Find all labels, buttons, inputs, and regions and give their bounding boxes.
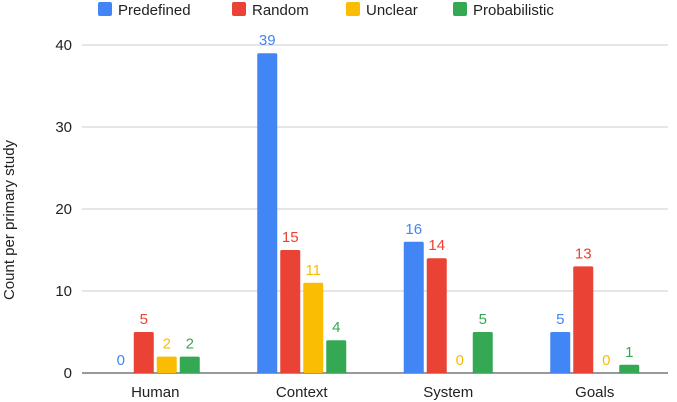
x-category-label: Human [131, 384, 179, 401]
data-label: 0 [602, 352, 610, 369]
bar-predefined-goals [550, 332, 571, 373]
y-tick-label: 0 [64, 365, 72, 382]
data-label: 1 [625, 344, 633, 361]
bar-predefined-context [257, 53, 278, 373]
legend-label-unclear: Unclear [366, 2, 418, 19]
bar-predefined-system [403, 241, 424, 373]
legend-label-random: Random [252, 2, 309, 19]
legend: Predefined Random Unclear Probabilistic [98, 2, 554, 19]
y-tick-label: 30 [55, 119, 72, 136]
y-tick-label: 40 [55, 37, 72, 54]
y-tick-label: 20 [55, 201, 72, 218]
data-label: 5 [140, 311, 148, 328]
x-category-label: Goals [575, 384, 614, 401]
x-category-label: Context [276, 384, 329, 401]
bar-probabilistic-system [472, 332, 493, 373]
data-label: 15 [282, 229, 299, 246]
legend-label-predefined: Predefined [118, 2, 191, 19]
data-label: 5 [556, 311, 564, 328]
data-label: 11 [305, 262, 321, 279]
y-tick-label: 10 [55, 283, 72, 300]
legend-swatch-random [232, 2, 246, 16]
bar-unclear-context [303, 282, 324, 373]
legend-swatch-probabilistic [453, 2, 467, 16]
data-label: 39 [259, 32, 276, 49]
bar-probabilistic-goals [619, 364, 640, 373]
data-label: 0 [117, 352, 125, 369]
bar-probabilistic-context [326, 340, 347, 373]
data-label: 5 [479, 311, 487, 328]
bar-random-goals [573, 266, 594, 373]
data-label: 4 [332, 319, 340, 336]
bar-random-system [426, 258, 447, 373]
data-label: 13 [575, 245, 592, 262]
x-category-label: System [423, 384, 473, 401]
data-label: 14 [428, 237, 445, 254]
bar-random-context [280, 250, 301, 373]
data-label: 0 [456, 352, 464, 369]
bar-probabilistic-human [179, 356, 200, 373]
gridlines [82, 44, 668, 374]
y-axis-label: Count per primary study [1, 139, 18, 300]
legend-swatch-predefined [98, 2, 112, 16]
legend-swatch-unclear [346, 2, 360, 16]
x-axis-categories: Human Context System Goals [131, 384, 614, 401]
legend-label-probabilistic: Probabilistic [473, 2, 554, 19]
data-label: 2 [186, 336, 194, 353]
data-label: 2 [163, 336, 171, 353]
data-label: 16 [405, 221, 422, 238]
y-axis-ticks: 0 10 20 30 40 [55, 37, 72, 382]
bars [133, 53, 640, 373]
bar-random-human [133, 332, 154, 373]
bar-unclear-human [156, 356, 177, 373]
